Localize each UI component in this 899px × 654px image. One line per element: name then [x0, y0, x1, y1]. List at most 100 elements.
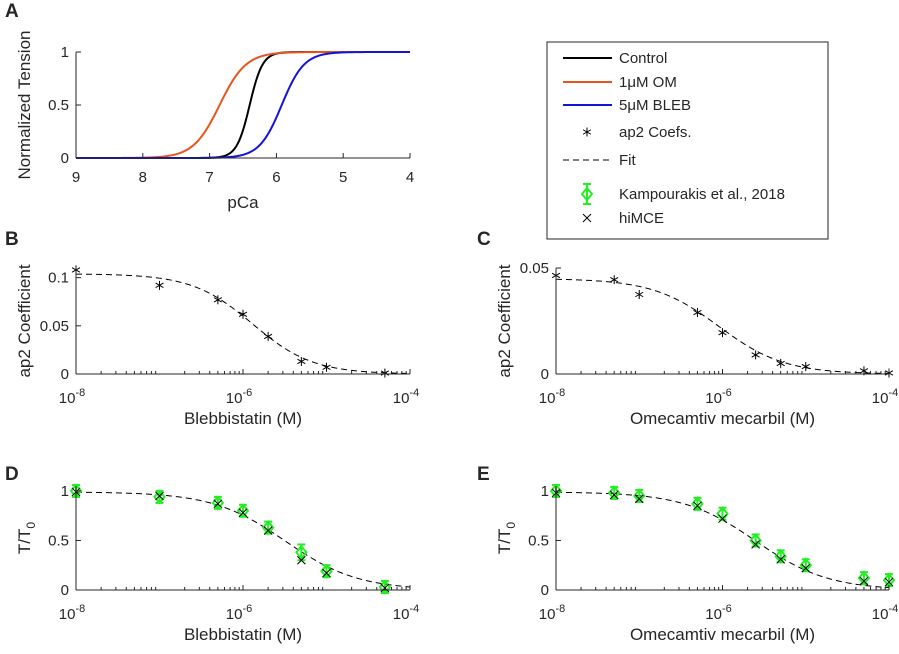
x-tick-label: 10-6: [705, 387, 731, 407]
x-stroke: [884, 577, 894, 587]
himce-point: [884, 577, 894, 587]
x-tick-label: 10-8: [539, 387, 565, 407]
experiment-point: [236, 503, 250, 519]
legend-diamond-marker: [580, 183, 594, 205]
x-tick-label-exponent: -8: [75, 603, 85, 615]
y-tick-label: 0.5: [48, 97, 69, 114]
y-tick-label: 0: [61, 150, 69, 167]
y-axis-label-subscript: 0: [24, 522, 38, 529]
x-tick-label: 10-6: [226, 603, 252, 623]
asterisk-stroke: [582, 129, 592, 135]
experiment-point: [716, 506, 729, 522]
asterisk-stroke: [238, 311, 248, 317]
x-tick-label-base: 10: [539, 390, 556, 407]
x-stroke: [582, 213, 592, 223]
ap2-coef-point: [693, 308, 702, 318]
legend-label: hiMCE: [619, 210, 664, 227]
ap2-coef-point: [751, 350, 760, 360]
diamond-marker: [153, 489, 166, 505]
asterisk-stroke: [610, 276, 619, 283]
x-tick-label-base: 10: [393, 606, 410, 623]
legend-label: 5μM BLEB: [619, 97, 691, 114]
x-tick-label-exponent: -8: [555, 387, 565, 399]
himce-point: [213, 499, 223, 509]
himce-point: [297, 555, 306, 565]
y-tick-label: 0: [541, 582, 549, 599]
legend-asterisk-marker: [582, 127, 592, 137]
y-tick-label: 0: [541, 366, 549, 383]
experiment-point: [607, 485, 621, 501]
x-tick-label: 10-4: [393, 387, 419, 407]
himce-point: [634, 494, 644, 504]
x-tick-label: 10-8: [59, 603, 85, 623]
x-tick-label-base: 10: [872, 606, 889, 623]
experiment-point: [882, 572, 896, 588]
himce-point: [801, 563, 811, 573]
diamond-marker: [857, 570, 871, 586]
x-tick-label: 10-6: [705, 603, 731, 623]
y-tick-label: 1: [541, 483, 549, 500]
x-tick-label: 6: [272, 169, 280, 186]
ap2-coef-point: [213, 295, 223, 305]
x-tick-label-exponent: -8: [555, 603, 565, 615]
y-tick-label: 0: [61, 582, 69, 599]
x-tick-label-exponent: -6: [722, 387, 732, 399]
x-tick-label-base: 10: [226, 390, 243, 407]
y-axis-label: T/T0: [495, 522, 518, 555]
ap2-coef-point: [801, 362, 810, 372]
asterisk-stroke: [263, 333, 273, 340]
asterisk-stroke: [859, 368, 869, 374]
himce-point: [859, 576, 869, 586]
x-axis-label: Omecamtiv mecarbil (M): [630, 625, 815, 644]
asterisk-stroke: [776, 360, 785, 367]
asterisk-stroke: [718, 329, 727, 336]
x-tick-label: 4: [406, 169, 414, 186]
ap2-coef-point: [322, 362, 331, 372]
x-stroke: [776, 554, 786, 564]
x-stroke: [322, 568, 331, 578]
series-line-1-m-om: [76, 51, 410, 159]
asterisk-stroke: [155, 282, 164, 289]
experiment-point: [295, 543, 308, 562]
x-stroke: [718, 514, 727, 524]
x-stroke: [609, 490, 619, 500]
himce-point: [238, 508, 248, 518]
x-axis-label: Blebbistatin (M): [184, 409, 302, 428]
diamond-marker: [716, 506, 729, 522]
y-tick-label: 0: [61, 366, 69, 383]
y-tick-label: 1: [61, 44, 69, 61]
experiment-point: [320, 563, 333, 579]
asterisk-stroke: [751, 352, 760, 358]
ap2-coef-point: [776, 358, 785, 368]
x-stroke: [238, 508, 248, 518]
himce-point: [776, 554, 786, 564]
asterisk-stroke: [693, 309, 702, 316]
panel-letter: B: [5, 229, 19, 250]
x-stroke: [801, 563, 811, 573]
x-tick-label: 9: [72, 169, 80, 186]
experiment-point: [799, 557, 813, 573]
x-tick-label-base: 10: [59, 390, 76, 407]
x-tick-label: 10-4: [872, 387, 898, 407]
x-axis-label: Blebbistatin (M): [184, 625, 302, 644]
asterisk-stroke: [635, 291, 644, 298]
himce-point: [718, 514, 727, 524]
x-tick-label-base: 10: [59, 606, 76, 623]
x-tick-label: 5: [339, 169, 347, 186]
legend-label: 1μM OM: [619, 74, 677, 91]
panel-a: A 9 8 7 6 5 4 0 0.5 1 pCa Normalized Tension: [5, 1, 414, 212]
x-tick-label: 7: [205, 169, 213, 186]
diamond-marker: [799, 557, 813, 573]
y-axis-label: ap2 Coefficient: [495, 264, 514, 377]
x-tick-label-exponent: -6: [722, 603, 732, 615]
legend: Control 1μM OM 5μM BLEB ap2 Coefs. Fit Kampou…: [546, 41, 829, 240]
x-tick-label-base: 10: [705, 390, 722, 407]
x-tick-label-exponent: -6: [242, 387, 252, 399]
x-stroke: [859, 576, 869, 586]
x-tick-label: 10-4: [393, 603, 419, 623]
diamond-marker: [632, 488, 646, 504]
himce-point: [751, 540, 760, 549]
asterisk-stroke: [297, 358, 306, 365]
x-stroke: [693, 501, 702, 511]
diamond-marker: [749, 532, 762, 549]
